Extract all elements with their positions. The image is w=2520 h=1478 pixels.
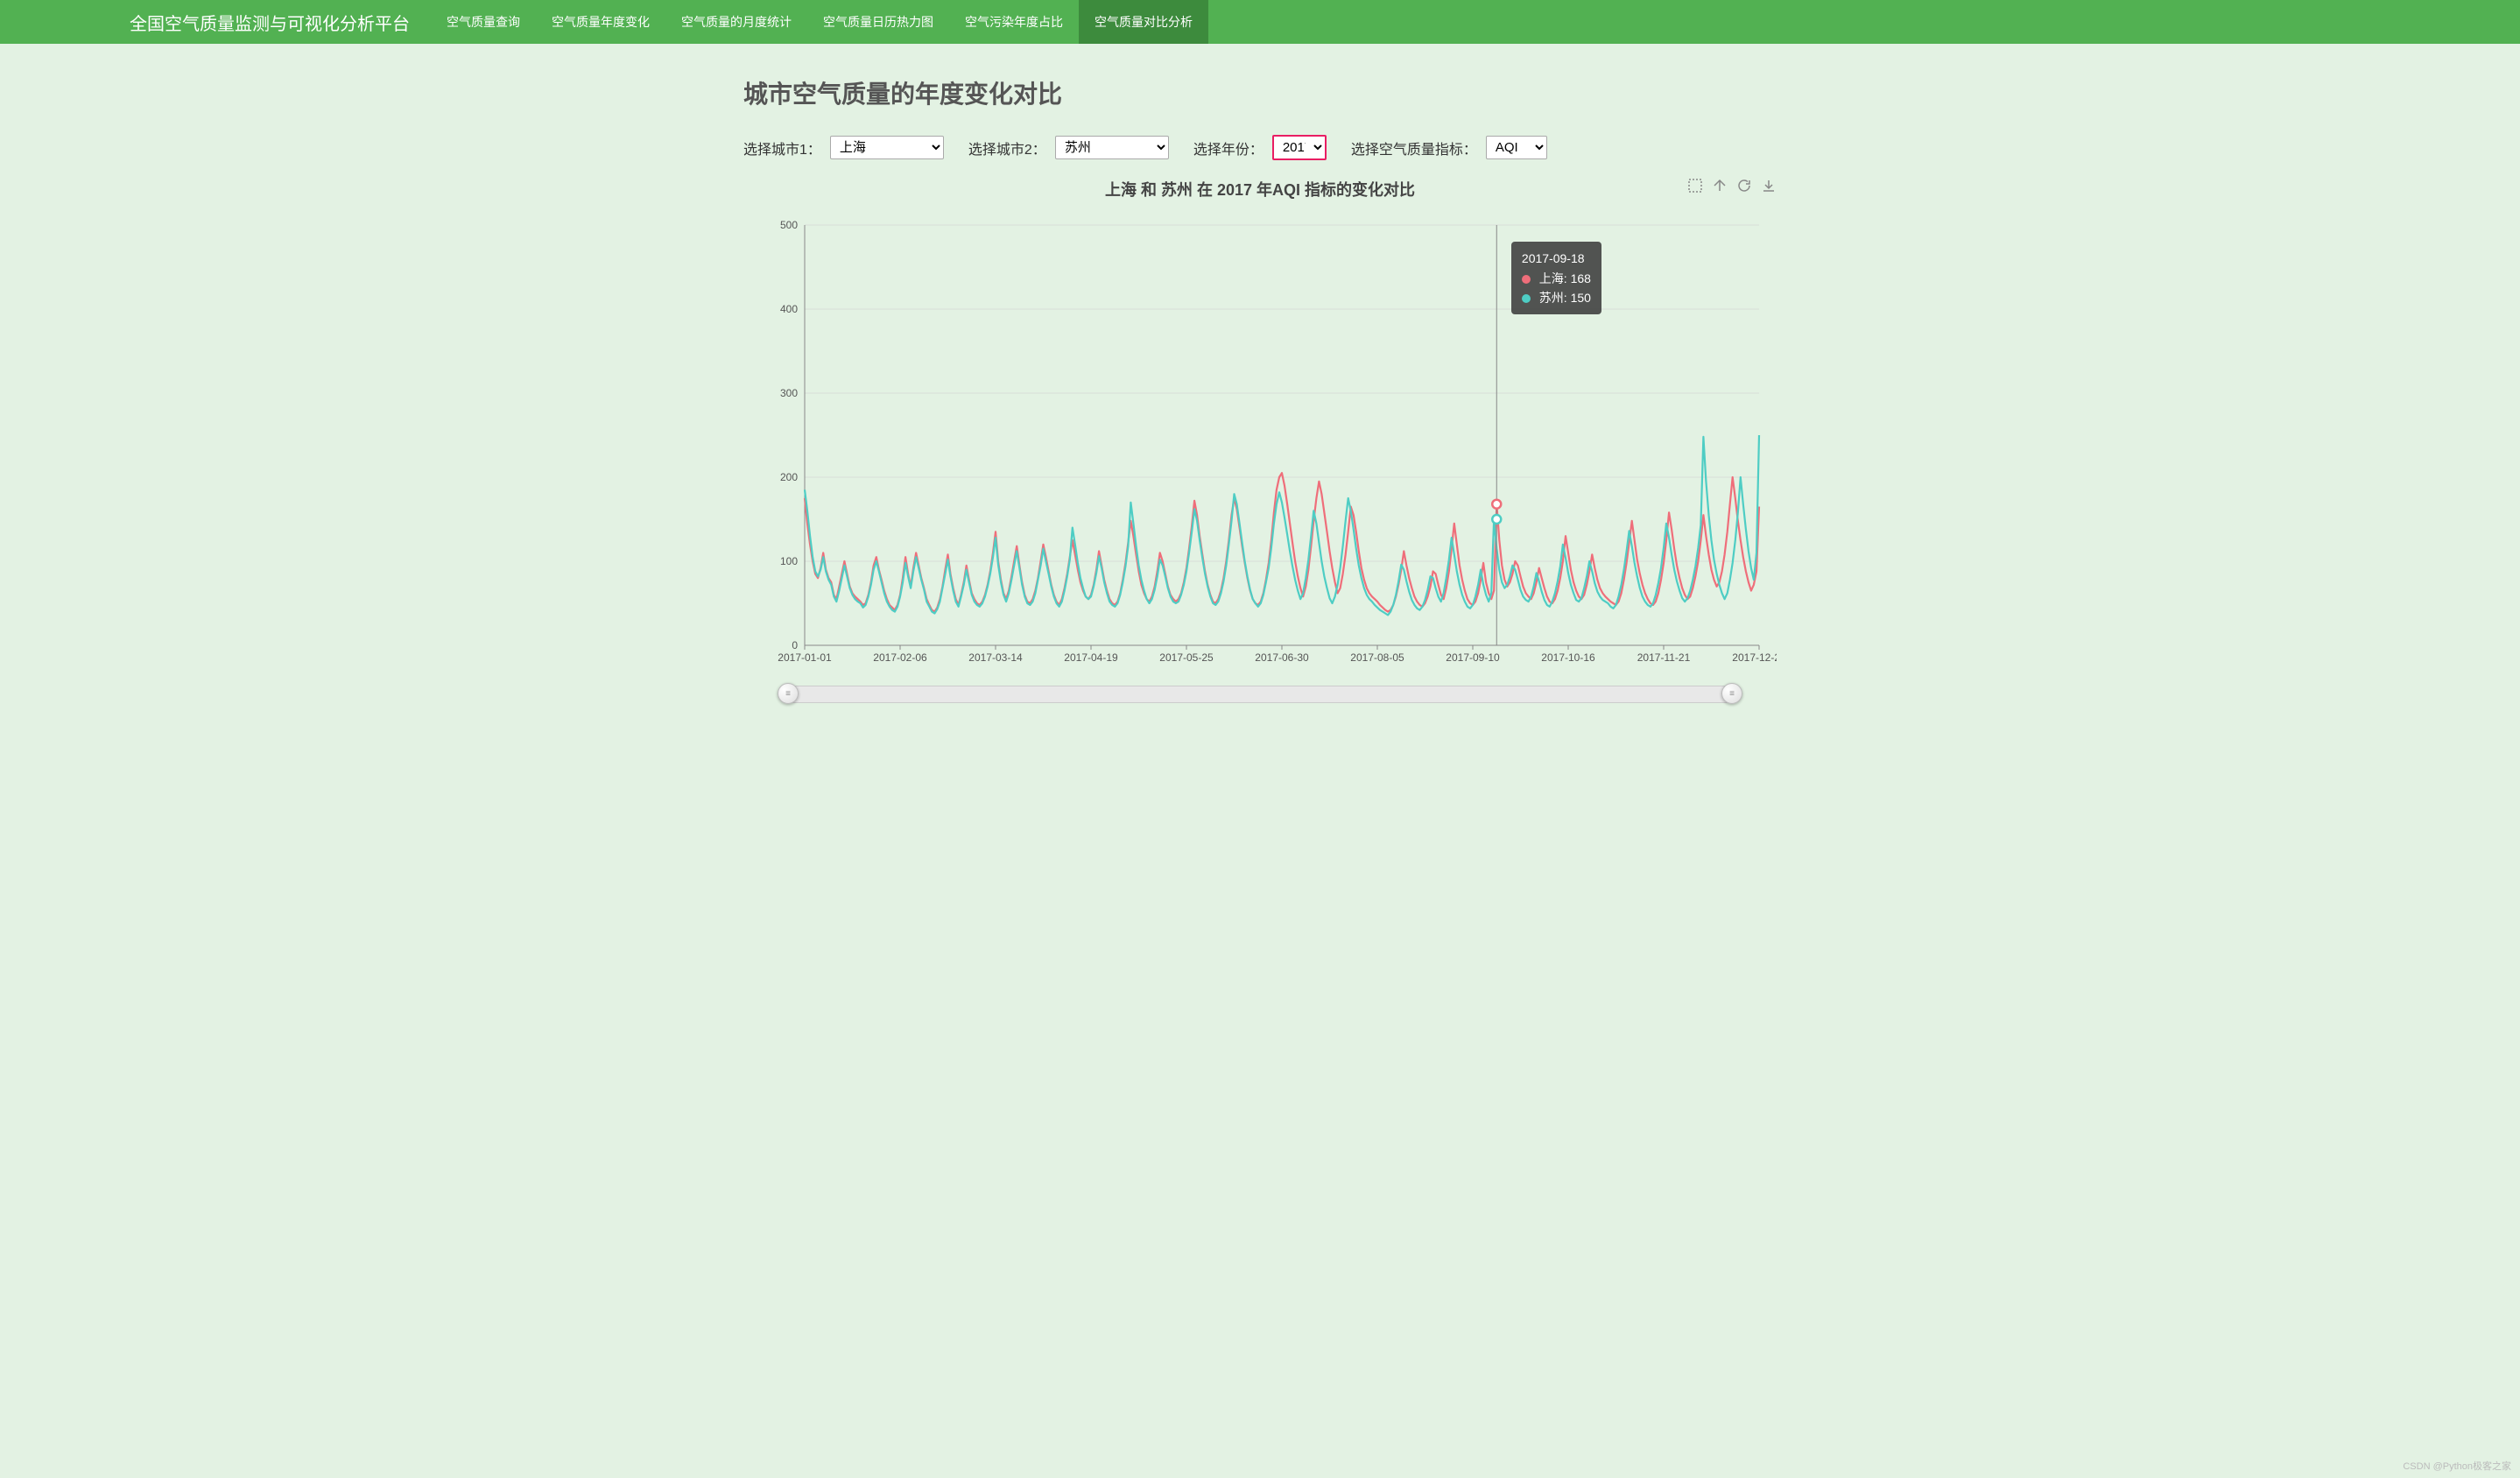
svg-text:2017-11-21: 2017-11-21: [1637, 651, 1691, 664]
refresh-icon[interactable]: [1736, 178, 1752, 194]
chart-svg: 0 100 200 300 400 500 2017-01-01 2017-02-06 2017…: [743, 208, 1777, 680]
zoom-select-icon[interactable]: [1687, 178, 1703, 194]
svg-text:2017-08-05: 2017-08-05: [1350, 651, 1404, 664]
nav-item-5[interactable]: 空气质量对比分析: [1079, 0, 1208, 44]
svg-text:2017-01-01: 2017-01-01: [778, 651, 832, 664]
zoom-reset-icon[interactable]: [1712, 178, 1728, 194]
svg-text:400: 400: [780, 303, 798, 315]
navbar: 全国空气质量监测与可视化分析平台 空气质量查询空气质量年度变化空气质量的月度统计…: [0, 0, 2520, 44]
datazoom-slider[interactable]: ≡ ≡: [785, 686, 1735, 703]
svg-text:2017-03-14: 2017-03-14: [968, 651, 1023, 664]
controls-row: 选择城市1： 上海 选择城市2： 苏州 选择年份： 2017 选择空气质量指标：…: [743, 135, 1777, 160]
city1-select[interactable]: 上海: [830, 136, 944, 159]
nav-item-4[interactable]: 空气污染年度占比: [949, 0, 1079, 44]
svg-text:2017-02-06: 2017-02-06: [873, 651, 927, 664]
metric-select[interactable]: AQI: [1486, 136, 1547, 159]
page-container: 城市空气质量的年度变化对比 选择城市1： 上海 选择城市2： 苏州 选择年份： …: [743, 44, 1777, 721]
chart-container: 上海 和 苏州 在 2017 年AQI 指标的变化对比 0 100 200 300 40…: [743, 178, 1777, 703]
svg-text:2017-05-25: 2017-05-25: [1159, 651, 1214, 664]
chart-title: 上海 和 苏州 在 2017 年AQI 指标的变化对比: [743, 178, 1777, 201]
watermark: CSDN @Python极客之家: [2403, 1459, 2511, 1473]
slider-handle-right[interactable]: ≡: [1721, 683, 1742, 704]
year-select[interactable]: 2017: [1272, 135, 1327, 160]
svg-text:100: 100: [780, 555, 798, 567]
download-icon[interactable]: [1761, 178, 1777, 194]
chart-toolbox: [1687, 178, 1777, 194]
chart-plot[interactable]: 0 100 200 300 400 500 2017-01-01 2017-02-06 2017…: [743, 208, 1777, 680]
nav-item-2[interactable]: 空气质量的月度统计: [665, 0, 807, 44]
page-title: 城市空气质量的年度变化对比: [743, 75, 1777, 110]
brand-title: 全国空气质量监测与可视化分析平台: [7, 10, 431, 35]
city1-label: 选择城市1：: [743, 137, 821, 158]
city2-select[interactable]: 苏州: [1055, 136, 1169, 159]
svg-text:2017-12-27: 2017-12-27: [1732, 651, 1777, 664]
svg-text:2017-09-10: 2017-09-10: [1446, 651, 1500, 664]
nav-item-0[interactable]: 空气质量查询: [431, 0, 536, 44]
slider-handle-left[interactable]: ≡: [778, 683, 799, 704]
svg-text:2017-04-19: 2017-04-19: [1064, 651, 1118, 664]
year-label: 选择年份：: [1193, 137, 1264, 158]
svg-text:2017-06-30: 2017-06-30: [1255, 651, 1309, 664]
svg-text:2017-10-16: 2017-10-16: [1541, 651, 1595, 664]
nav-item-3[interactable]: 空气质量日历热力图: [807, 0, 949, 44]
city2-label: 选择城市2：: [968, 137, 1046, 158]
svg-text:200: 200: [780, 471, 798, 483]
metric-label: 选择空气质量指标：: [1351, 137, 1477, 158]
svg-text:500: 500: [780, 219, 798, 231]
svg-text:0: 0: [792, 639, 798, 651]
nav-item-1[interactable]: 空气质量年度变化: [536, 0, 665, 44]
svg-text:300: 300: [780, 387, 798, 399]
